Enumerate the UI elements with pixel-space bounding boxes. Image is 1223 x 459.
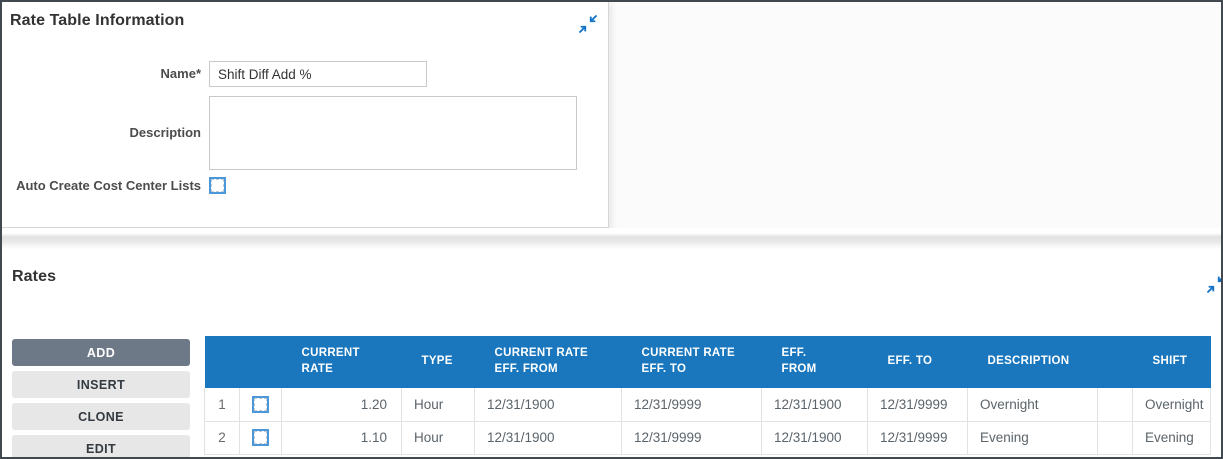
column-header-description[interactable]: DESCRIPTION (967, 336, 1098, 388)
current-rate-cell: 1.20 (281, 388, 402, 422)
edit-button[interactable]: EDIT (12, 435, 190, 457)
rates-panel: Rates ADD INSERT CLONE EDIT (2, 250, 1221, 457)
collapse-icon (577, 13, 601, 35)
spacer-cell (1097, 421, 1133, 455)
row-number-cell: 2 (204, 421, 240, 455)
column-header-eff-to[interactable]: EFF. TO (867, 336, 968, 388)
section-divider (2, 228, 1221, 250)
row-number-cell: 1 (204, 388, 240, 422)
row-select-cell (239, 388, 282, 422)
column-header-current-rate-eff-from[interactable]: CURRENT RATE EFF. FROM (474, 336, 622, 388)
collapse-panel-button[interactable] (577, 12, 601, 36)
description-row: Description (2, 96, 608, 170)
type-cell: Hour (401, 388, 475, 422)
auto-create-cost-center-lists-label: Auto Create Cost Center Lists (16, 177, 201, 193)
current-rate-eff-to-cell: 12/31/9999 (621, 421, 762, 455)
row-checkbox[interactable] (252, 429, 269, 446)
current-rate-eff-to-cell: 12/31/9999 (621, 388, 762, 422)
table-row[interactable]: 2 1.10 Hour 12/31/1900 12/31/9999 12/31/… (204, 421, 1211, 455)
collapse-icon (1205, 273, 1221, 295)
eff-to-cell: 12/31/9999 (867, 421, 968, 455)
description-cell: Overnight (967, 388, 1098, 422)
add-button[interactable]: ADD (12, 339, 190, 366)
collapse-rates-button[interactable] (1205, 272, 1221, 296)
column-header-shift[interactable]: SHIFT (1132, 336, 1211, 388)
column-header-select (239, 336, 282, 388)
column-header-type[interactable]: TYPE (401, 336, 475, 388)
rate-table-information-panel: Rate Table Information Name* Description (2, 2, 609, 228)
description-label: Description (129, 125, 201, 141)
row-checkbox[interactable] (252, 395, 269, 413)
clone-button[interactable]: CLONE (12, 403, 190, 430)
table-row[interactable]: 1 1.20 Hour 12/31/1900 12/31/9999 12/31/… (204, 388, 1211, 422)
eff-to-cell: 12/31/9999 (867, 388, 968, 422)
row-select-cell (239, 421, 282, 455)
current-rate-eff-from-cell: 12/31/1900 (474, 421, 622, 455)
insert-button[interactable]: INSERT (12, 371, 190, 398)
current-rate-eff-from-cell: 12/31/1900 (474, 388, 622, 422)
rates-title: Rates (12, 268, 57, 285)
current-rate-cell: 1.10 (281, 421, 402, 455)
auto-create-cost-center-lists-checkbox[interactable] (209, 177, 226, 194)
eff-from-cell: 12/31/1900 (761, 388, 868, 422)
rate-table-information-header: Rate Table Information (2, 2, 608, 36)
rate-table-information-title: Rate Table Information (10, 12, 185, 29)
rate-table-form: Name* Description Auto Create Cost Cente… (2, 61, 608, 194)
shift-cell: Evening (1132, 421, 1211, 455)
shift-cell: Overnight (1132, 388, 1211, 422)
rates-actions: ADD INSERT CLONE EDIT (12, 339, 190, 457)
auto-create-row: Auto Create Cost Center Lists (2, 177, 608, 194)
name-label: Name* (160, 66, 201, 82)
top-region: Rate Table Information Name* Description (2, 2, 1221, 228)
column-header-spacer (1097, 336, 1133, 388)
column-header-current-rate-eff-to[interactable]: CURRENT RATE EFF. TO (621, 336, 762, 388)
column-header-eff-from[interactable]: EFF. FROM (761, 336, 868, 388)
description-cell: Evening (967, 421, 1098, 455)
column-header-row-number (204, 336, 240, 388)
table-header-row: CURRENT RATE TYPE CURRENT RATE EFF. FROM… (204, 336, 1211, 388)
description-textarea[interactable] (209, 96, 577, 170)
type-cell: Hour (401, 421, 475, 455)
column-header-current-rate[interactable]: CURRENT RATE (281, 336, 402, 388)
name-row: Name* (2, 61, 608, 87)
eff-from-cell: 12/31/1900 (761, 421, 868, 455)
spacer-cell (1097, 388, 1133, 422)
name-input[interactable] (209, 61, 427, 87)
rates-table: CURRENT RATE TYPE CURRENT RATE EFF. FROM… (204, 336, 1211, 455)
